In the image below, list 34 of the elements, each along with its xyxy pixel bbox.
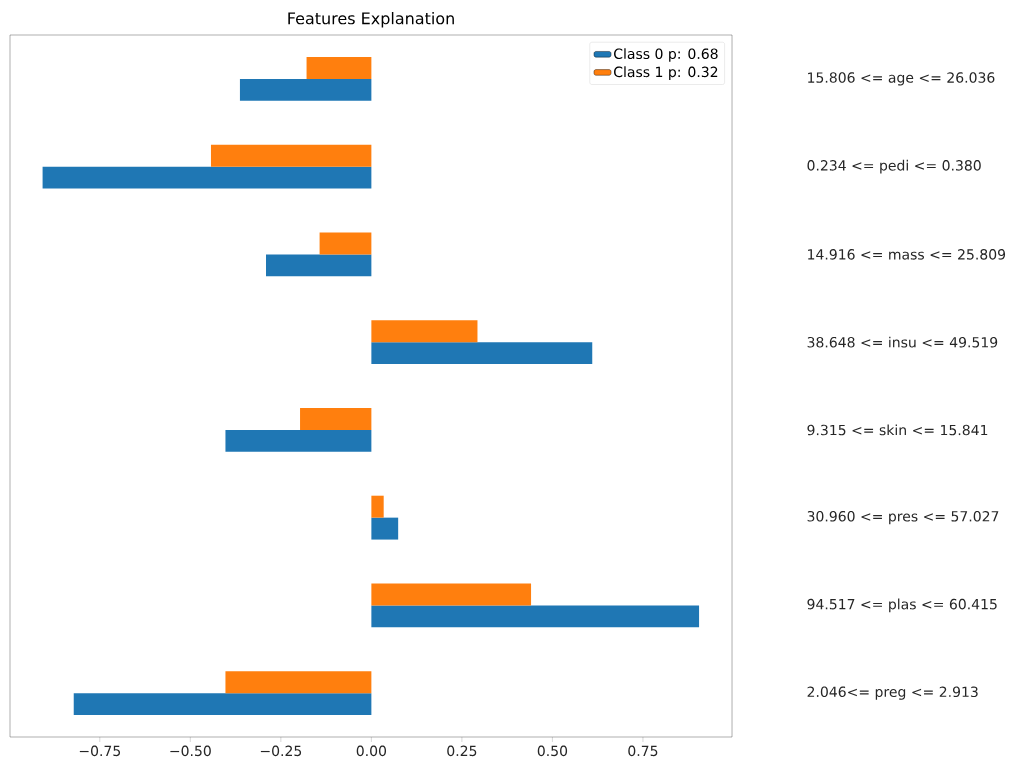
bar (371, 495, 384, 518)
bar (371, 605, 700, 628)
bar (371, 583, 532, 606)
y-tick-label: 15.806 <= age <= 26.036 (808, 72, 995, 86)
x-tick-label: 0.50 (537, 745, 568, 757)
legend-label: Class 0 p: 0.68 (614, 48, 718, 62)
bar (319, 232, 372, 255)
bar (225, 429, 372, 452)
y-tick-label: 14.916 <= mass <= 25.809 (808, 249, 1006, 260)
y-tick-label: 9.315 <= skin <= 15.841 (807, 424, 988, 436)
x-tick-label: 0.00 (356, 745, 387, 757)
bar (371, 320, 478, 343)
y-tick-label: 38.648 <= insu <= 49.519 (807, 336, 998, 348)
x-tick-label: −0.50 (170, 745, 211, 757)
x-tick-label: −0.25 (260, 745, 302, 757)
chart-title: Features Explanation (288, 12, 454, 28)
x-tick-label: 0.75 (628, 745, 658, 757)
y-tick-label: 2.046<= preg <= 2.913 (807, 686, 978, 700)
bar (73, 693, 372, 716)
bar (42, 166, 372, 189)
bar (306, 56, 372, 79)
bar (300, 407, 372, 430)
y-tick-label: 0.234 <= pedi <= 0.380 (807, 159, 981, 174)
bar (210, 144, 372, 167)
bar (371, 342, 593, 365)
bar (239, 78, 372, 101)
x-tick-label: 0.25 (447, 745, 477, 757)
bar (266, 254, 372, 277)
y-tick-label: 94.517 <= plas <= 60.415 (807, 598, 997, 613)
y-tick-label: 30.960 <= pres <= 57.027 (807, 510, 999, 525)
x-tick-label: −0.75 (79, 745, 121, 757)
bar (371, 517, 399, 540)
legend-label: Class 1 p: 0.32 (614, 66, 718, 80)
bar (225, 671, 372, 694)
